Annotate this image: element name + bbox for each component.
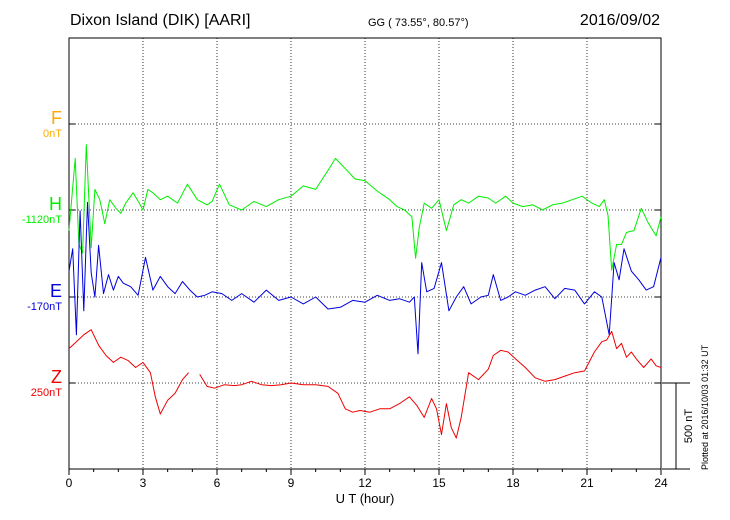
x-tick-label: 21 xyxy=(580,476,594,490)
component-f-baseline: 0nT xyxy=(43,128,62,140)
series-h-line xyxy=(68,144,662,271)
component-e-baseline: -170nT xyxy=(27,301,62,313)
station-title: Dixon Island (DIK) [AARI] xyxy=(70,12,251,29)
series-e-line xyxy=(68,201,662,355)
component-e-label: E -170nT xyxy=(2,281,62,314)
x-tick-label: 6 xyxy=(214,476,221,490)
x-tick-label: 12 xyxy=(358,476,372,490)
x-axis-label: U T (hour) xyxy=(336,491,395,506)
series-z-line xyxy=(68,329,189,415)
component-z-label: Z 250nT xyxy=(2,367,62,400)
x-tick-label: 18 xyxy=(506,476,520,490)
x-tick-label: 24 xyxy=(654,476,668,490)
component-h-baseline: -1120nT xyxy=(21,214,62,226)
x-tick-label: 15 xyxy=(432,476,446,490)
component-h-label: H -1120nT xyxy=(2,194,62,227)
series-z2-line xyxy=(199,330,662,439)
x-tick-label: 3 xyxy=(140,476,147,490)
scale-bar-label: 500 nT xyxy=(683,409,695,444)
date-label: 2016/09/02 xyxy=(579,12,660,29)
component-f-name: F xyxy=(51,108,62,128)
x-tick-label: 9 xyxy=(288,476,295,490)
component-h-name: H xyxy=(49,194,62,214)
component-z-name: Z xyxy=(51,367,62,387)
component-f-label: F 0nT xyxy=(2,108,62,141)
geographic-coordinates: GG ( 73.55°, 80.57°) xyxy=(368,17,469,29)
component-e-name: E xyxy=(49,281,62,301)
component-z-baseline: 250nT xyxy=(30,387,62,399)
x-tick-label: 0 xyxy=(66,476,73,490)
